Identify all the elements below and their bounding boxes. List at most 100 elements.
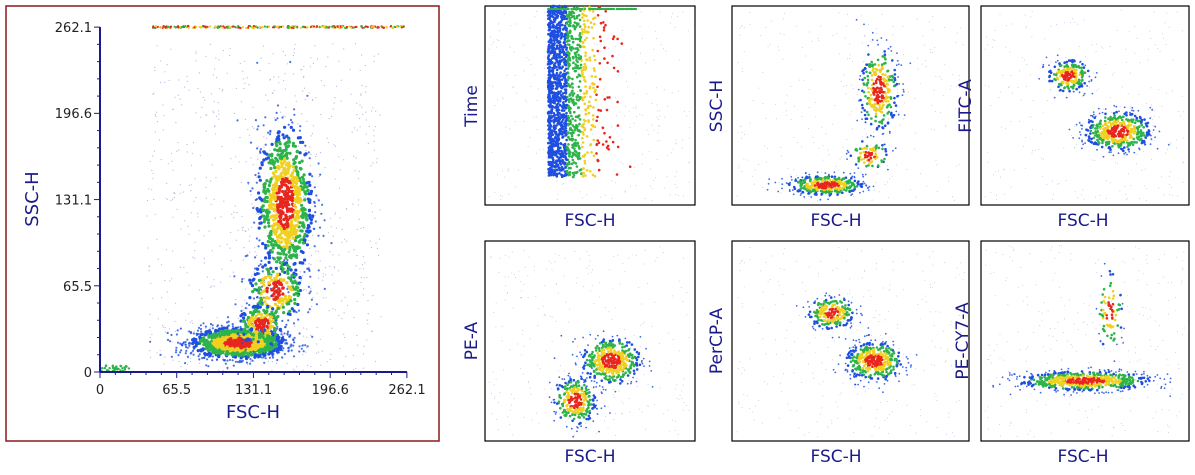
event-dot [267,296,271,300]
event-dot [262,220,266,224]
event-dot [514,186,516,188]
event-dot [186,338,189,341]
event-dot [497,174,499,176]
event-dot [303,198,307,202]
event-dot [356,300,358,303]
event-dot [530,64,532,65]
event-dot [186,24,190,28]
event-dot [319,338,321,340]
event-dot [264,357,267,360]
event-dot [276,272,280,276]
event-dot [278,246,283,250]
event-dot [283,332,286,335]
event-dot [286,63,288,65]
event-dot [273,276,277,280]
event-dot [268,231,272,235]
event-dot [277,335,281,340]
event-dot [250,284,255,288]
event-dot [307,151,310,154]
event-dot [570,134,574,138]
event-dot [273,203,277,207]
y-tick-label: 196.6 [55,107,92,122]
event-dot [554,62,557,65]
event-dot [338,187,340,189]
event-dot [584,112,588,116]
event-dot [219,245,221,247]
event-dot [361,264,364,266]
event-dot [284,54,286,56]
event-dot [253,271,255,273]
event-dot [214,351,218,355]
event-dot [124,365,128,368]
event-dot [571,139,574,142]
event-dot [303,190,307,194]
event-dot [232,342,236,346]
event-dot [217,348,221,352]
event-dot [513,51,515,53]
event-dot [352,203,354,205]
event-dot [271,26,275,29]
event-dot [586,194,588,196]
event-dot [577,133,580,137]
event-dot [287,144,291,148]
event-dot [264,352,267,355]
event-dot [370,246,373,248]
event-dot [260,339,264,343]
event-dot [290,243,295,247]
event-dot [271,361,273,363]
event-dot [212,347,216,351]
event-dot [279,180,284,184]
event-dot [197,355,200,358]
event-dot [283,157,287,162]
event-dot [597,108,600,112]
event-dot [156,111,158,113]
event-dot [260,329,265,333]
event-dot [603,88,605,90]
event-dot [269,177,273,181]
event-dot [602,29,606,32]
event-dot [529,167,531,169]
event-dot [522,44,524,46]
event-dot [234,26,237,29]
event-dot [310,153,312,155]
event-dot [257,175,261,179]
event-dot [352,355,354,357]
event-dot [650,168,652,170]
event-dot [343,333,345,335]
event-dot [620,161,622,163]
event-dot [242,226,244,228]
event-dot [602,21,605,24]
event-dot [221,26,224,29]
small-plot-time: FSC-H Time [462,4,696,231]
event-dot [171,250,174,252]
event-dot [571,86,574,89]
x-tick-label: 65.5 [162,383,191,398]
event-dot [491,151,493,153]
event-dot [518,169,519,171]
event-dot [579,35,583,39]
event-dot [357,199,360,201]
event-dot [273,243,277,247]
event-dot [341,318,343,320]
event-dot [275,260,279,264]
event-dot [262,190,266,194]
event-dot [227,324,230,327]
event-dot [289,240,291,242]
event-dot [322,297,324,299]
event-dot [346,304,349,306]
event-dot [533,116,535,118]
event-dot [244,288,246,290]
event-dot [285,225,289,229]
event-dot [592,36,595,40]
event-dot [510,25,512,27]
event-dot [198,339,202,343]
event-dot [256,128,259,131]
event-dot [575,123,578,127]
event-dot [633,93,635,95]
event-dot [233,355,237,359]
event-dot [156,238,158,240]
event-dot [589,83,591,85]
event-dot [284,172,288,177]
event-dot [611,180,612,182]
event-dot [192,256,194,258]
